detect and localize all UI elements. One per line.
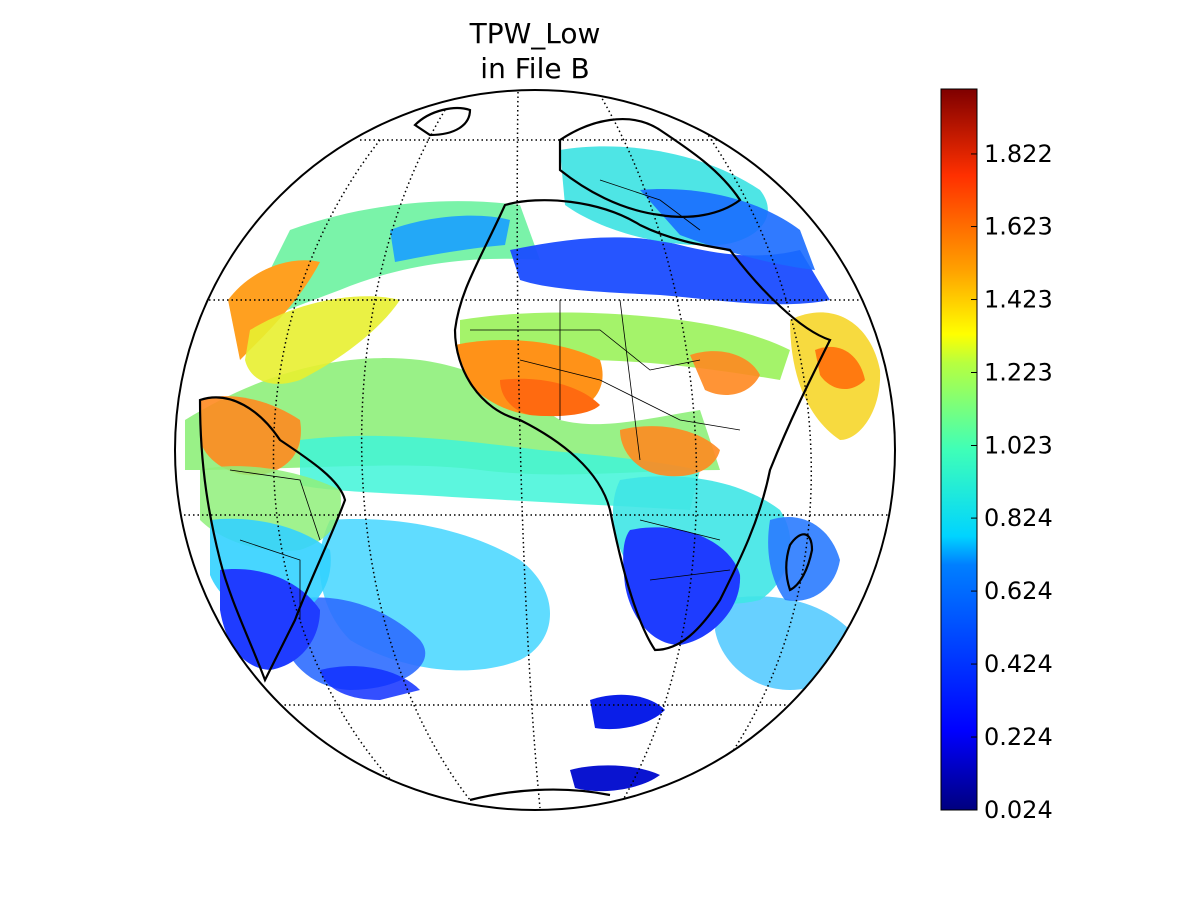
globe	[175, 90, 895, 810]
colorbar-tick-label: 1.423	[984, 286, 1053, 314]
colorbar-ticks: 0.024 0.224 0.424 0.624 0.824 1.023 1.223 1.423…	[971, 140, 1053, 824]
title-line-1: TPW_Low	[469, 17, 601, 50]
colorbar-tick-label: 0.024	[984, 796, 1053, 824]
colorbar-tick-label: 1.023	[984, 431, 1053, 459]
colorbar-tick-label: 1.223	[984, 359, 1053, 387]
colorbar-tick-label: 0.624	[984, 577, 1053, 605]
colorbar-tick-label: 0.424	[984, 650, 1053, 678]
title-line-2: in File B	[480, 52, 589, 85]
colorbar-gradient	[941, 89, 977, 810]
colorbar-tick-label: 0.824	[984, 504, 1053, 532]
colorbar: 0.024 0.224 0.424 0.624 0.824 1.023 1.223 1.423…	[941, 89, 1053, 824]
colorbar-tick-label: 0.224	[984, 723, 1053, 751]
colorbar-tick-label: 1.822	[984, 140, 1053, 168]
colorbar-tick-label: 1.623	[984, 213, 1053, 241]
